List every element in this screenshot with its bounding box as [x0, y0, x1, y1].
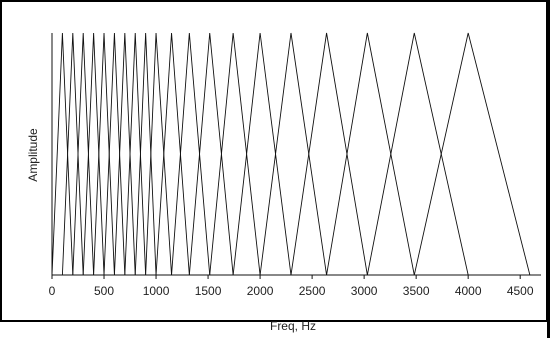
filter-triangle [155, 32, 190, 276]
x-tick-label: 3000 [351, 284, 378, 298]
x-tick-label: 1500 [195, 284, 222, 298]
filter-triangle [209, 32, 261, 276]
x-tick-label: 1000 [143, 284, 170, 298]
filter-triangle [366, 32, 469, 276]
x-tick-label: 0 [49, 284, 56, 298]
filter-triangle [82, 32, 105, 276]
x-tick-label: 4000 [455, 284, 482, 298]
filter-triangle [124, 32, 147, 276]
filter-triangle [259, 32, 328, 276]
x-tick-label: 500 [94, 284, 114, 298]
x-tick-label: 4500 [507, 284, 534, 298]
filter-triangle [290, 32, 368, 276]
x-tick-label: 2500 [299, 284, 326, 298]
filter-series [51, 32, 531, 276]
x-axis-label: Freq, Hz [270, 319, 316, 333]
filter-triangle [61, 32, 84, 276]
x-tick-label: 3500 [403, 284, 430, 298]
filter-triangle [72, 32, 95, 276]
filter-triangle [232, 32, 292, 276]
filter-triangle [188, 32, 234, 276]
filter-triangle [103, 32, 126, 276]
y-axis-label: Amplitude [26, 128, 40, 182]
filter-triangle [113, 32, 136, 276]
filter-triangle [171, 32, 211, 276]
filter-triangle [134, 32, 157, 276]
filter-triangle [93, 32, 115, 276]
filter-triangle [145, 32, 172, 276]
figure-frame-right-edge [547, 0, 550, 338]
filter-triangle [51, 32, 74, 276]
x-tick-label: 2000 [247, 284, 274, 298]
filter-triangle [326, 32, 415, 276]
axes [51, 33, 541, 276]
filter-triangle [413, 32, 531, 276]
x-tick-labels: 0 500 1000 1500 2000 2500 3000 3500 4000 4500 [49, 275, 534, 298]
